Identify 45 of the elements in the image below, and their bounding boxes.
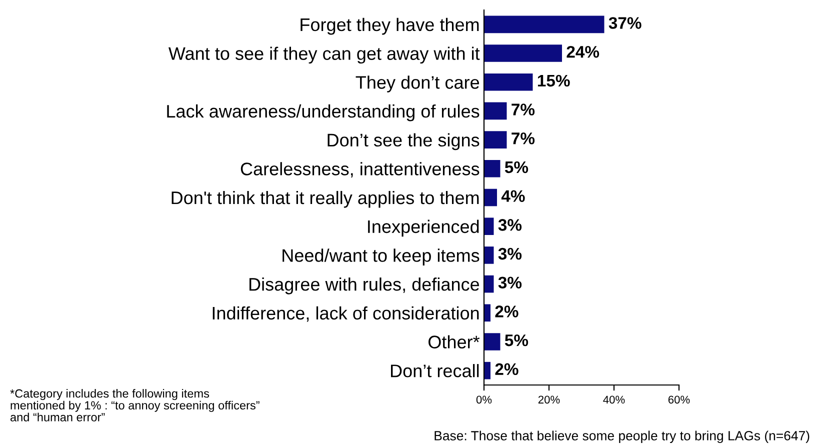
text: *Category includes the following items mentioned by 1% : “to annoy screening officers” and “human error” [10, 389, 260, 422]
bar [484, 73, 533, 91]
x-tick-label: 20% [538, 396, 560, 404]
bar [484, 362, 490, 380]
y-tick-label: Don’t see the signs [328, 133, 480, 150]
data-label: 7% [512, 104, 535, 116]
y-tick-label: They don’t care [356, 76, 480, 92]
data-label: 24% [566, 46, 600, 58]
x-tick-label: 40% [603, 396, 625, 404]
bar [484, 16, 604, 34]
bar [484, 188, 497, 206]
y-tick-label: Don’t recall [391, 364, 479, 378]
x-tick-label: 60% [668, 396, 690, 404]
y-tick-label: Indifference, lack of consideration [212, 306, 479, 322]
bar [484, 246, 494, 264]
y-tick-label: Need/want to keep items [282, 248, 480, 266]
x-tick-label: 0% [476, 396, 492, 404]
data-label: 2% [495, 306, 518, 318]
data-label: 7% [512, 132, 535, 144]
data-label: 5% [504, 161, 528, 174]
data-label: 15% [538, 74, 570, 87]
data-label: 3% [498, 219, 522, 231]
y-tick-label: Other* [428, 335, 480, 348]
data-label: 5% [504, 334, 528, 346]
bar [484, 131, 507, 148]
bar [484, 44, 562, 62]
y-tick-label: Want to see if they can get away with it [168, 46, 480, 64]
bar [484, 218, 494, 235]
y-tick-label: Carelessness, inattentiveness [240, 162, 480, 178]
data-label: 37% [608, 17, 642, 29]
bar [484, 275, 494, 293]
data-label: 4% [501, 190, 525, 202]
y-tick-label: Inexperienced [368, 220, 479, 237]
bar [484, 304, 490, 322]
bar [484, 160, 500, 178]
y-tick-label: Lack awareness/understanding of rules [167, 104, 480, 122]
data-label: 3% [498, 276, 522, 289]
y-tick-label: Disagree with rules, defiance [250, 277, 480, 294]
data-label: 3% [498, 248, 522, 260]
text: Base: Those that believe some people try to bring LAGs (n=647) [434, 430, 810, 443]
bar [484, 102, 507, 120]
data-label: 2% [495, 363, 518, 376]
y-tick-label: Forget they have them [300, 18, 479, 35]
bar [484, 333, 500, 350]
y-tick-label: Don't think that it really applies to them [172, 190, 479, 208]
